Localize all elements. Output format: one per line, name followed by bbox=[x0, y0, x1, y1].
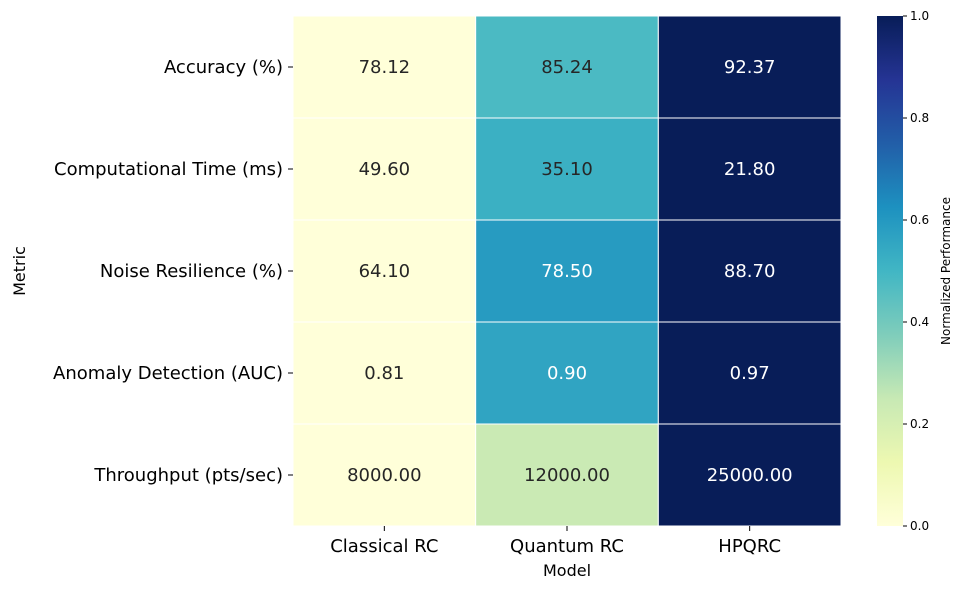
cell-value-label: 21.80 bbox=[724, 159, 776, 180]
cell-value-label: 92.37 bbox=[724, 57, 776, 78]
colorbar-tick-label: 0.4 bbox=[910, 315, 929, 329]
cell-value-label: 25000.00 bbox=[707, 465, 793, 486]
y-tick-label: Anomaly Detection (AUC) bbox=[53, 363, 283, 384]
cell-value-label: 88.70 bbox=[724, 261, 776, 282]
colorbar-tick-label: 0.6 bbox=[910, 213, 929, 227]
heatmap-cell bbox=[292, 15, 477, 119]
cell-value-label: 35.10 bbox=[541, 159, 593, 180]
y-tick-label: Computational Time (ms) bbox=[54, 159, 283, 180]
heatmap-cell bbox=[475, 219, 659, 323]
cell-value-label: 12000.00 bbox=[524, 465, 610, 486]
heatmap-cell bbox=[292, 117, 477, 221]
colorbar-label: Normalized Performance bbox=[939, 197, 953, 345]
colorbar-tick-label: 0.2 bbox=[910, 417, 929, 431]
cell-value-label: 64.10 bbox=[359, 261, 411, 282]
y-axis-title: Metric bbox=[10, 246, 29, 296]
heatmap-cell bbox=[475, 423, 659, 527]
colorbar-tick-label: 0.8 bbox=[910, 111, 929, 125]
heatmap-cell bbox=[657, 15, 842, 119]
x-axis-title: Model bbox=[543, 561, 591, 580]
cell-value-label: 78.12 bbox=[359, 57, 411, 78]
y-tick-label: Noise Resilience (%) bbox=[100, 261, 283, 282]
heatmap-cell bbox=[657, 423, 842, 527]
colorbar-tick-label: 1.0 bbox=[910, 9, 929, 23]
cell-value-label: 49.60 bbox=[359, 159, 411, 180]
cell-value-label: 0.97 bbox=[730, 363, 770, 384]
x-tick-label: HPQRC bbox=[718, 536, 781, 557]
colorbar-tick-label: 0.0 bbox=[910, 519, 929, 533]
heatmap-cell bbox=[475, 117, 659, 221]
heatmap-cell bbox=[657, 321, 842, 425]
colorbar-gradient bbox=[877, 16, 903, 526]
cell-value-label: 8000.00 bbox=[347, 465, 421, 486]
x-tick-label: Quantum RC bbox=[510, 536, 624, 557]
heatmap-cell bbox=[475, 15, 659, 119]
heatmap-cell bbox=[292, 423, 477, 527]
cell-value-label: 78.50 bbox=[541, 261, 593, 282]
cell-value-label: 0.81 bbox=[364, 363, 404, 384]
y-tick-label: Throughput (pts/sec) bbox=[93, 465, 283, 486]
heatmap-cell bbox=[292, 321, 477, 425]
y-tick-label: Accuracy (%) bbox=[164, 57, 283, 78]
heatmap-cell bbox=[657, 117, 842, 221]
cell-value-label: 85.24 bbox=[541, 57, 593, 78]
x-tick-label: Classical RC bbox=[330, 536, 438, 557]
cell-value-label: 0.90 bbox=[547, 363, 587, 384]
